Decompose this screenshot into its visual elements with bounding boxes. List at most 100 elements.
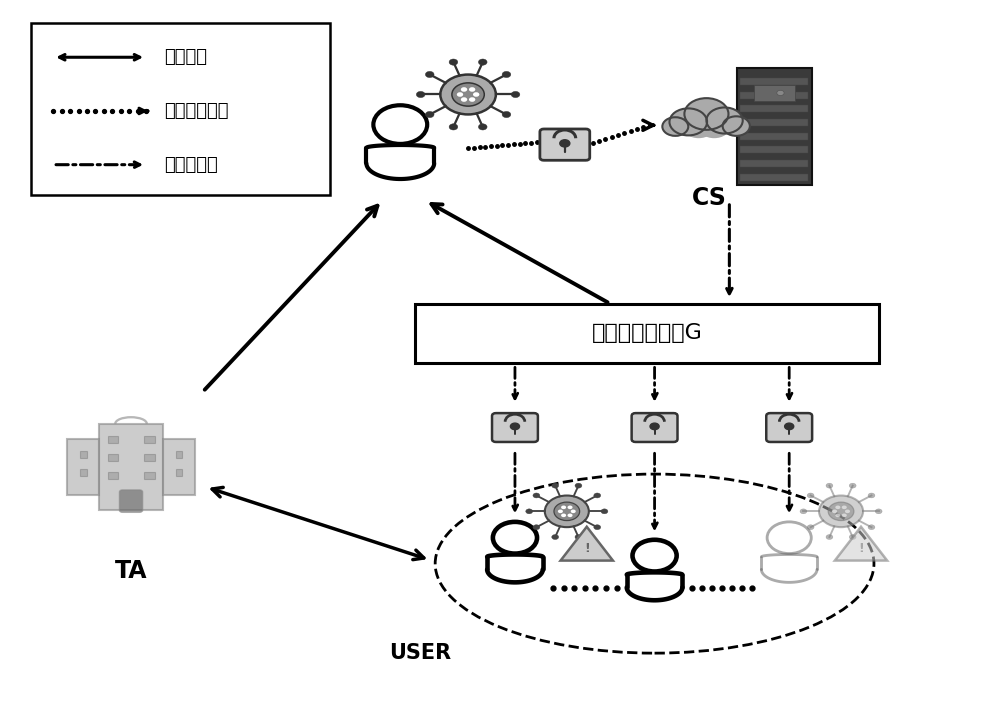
Circle shape	[461, 97, 467, 102]
Circle shape	[662, 117, 688, 136]
FancyBboxPatch shape	[176, 451, 182, 458]
Circle shape	[502, 111, 511, 118]
FancyBboxPatch shape	[163, 439, 195, 495]
Circle shape	[669, 109, 707, 135]
Circle shape	[842, 513, 847, 517]
Circle shape	[875, 509, 882, 514]
FancyBboxPatch shape	[176, 470, 182, 476]
Circle shape	[845, 510, 850, 513]
Circle shape	[568, 513, 573, 517]
FancyBboxPatch shape	[492, 413, 538, 442]
FancyBboxPatch shape	[144, 436, 155, 443]
FancyBboxPatch shape	[415, 303, 879, 363]
Circle shape	[571, 510, 576, 513]
Circle shape	[706, 107, 743, 134]
Circle shape	[826, 534, 833, 539]
Circle shape	[849, 483, 856, 488]
Circle shape	[554, 502, 580, 521]
FancyBboxPatch shape	[144, 472, 155, 479]
FancyBboxPatch shape	[144, 454, 155, 461]
Circle shape	[469, 87, 475, 92]
Text: 参数分配: 参数分配	[164, 48, 207, 66]
Circle shape	[449, 124, 458, 130]
Circle shape	[868, 525, 875, 530]
Circle shape	[478, 124, 487, 130]
Circle shape	[552, 483, 559, 488]
Circle shape	[594, 493, 601, 498]
Circle shape	[807, 525, 814, 530]
Circle shape	[545, 495, 589, 527]
FancyBboxPatch shape	[99, 423, 163, 510]
Text: CS: CS	[692, 186, 727, 211]
FancyBboxPatch shape	[766, 413, 812, 442]
FancyBboxPatch shape	[80, 470, 87, 476]
FancyBboxPatch shape	[67, 439, 99, 495]
Text: 社会活动网络图G: 社会活动网络图G	[592, 324, 703, 344]
FancyBboxPatch shape	[80, 451, 87, 458]
Text: TA: TA	[115, 559, 147, 583]
Circle shape	[502, 71, 511, 78]
Circle shape	[469, 97, 475, 102]
Circle shape	[682, 115, 715, 138]
Circle shape	[552, 534, 559, 539]
FancyBboxPatch shape	[740, 106, 808, 112]
Circle shape	[425, 111, 434, 118]
Circle shape	[826, 483, 833, 488]
FancyBboxPatch shape	[740, 91, 808, 99]
Circle shape	[561, 513, 566, 517]
Text: 位置信息上传: 位置信息上传	[164, 102, 228, 120]
Circle shape	[473, 92, 479, 97]
Circle shape	[723, 116, 750, 136]
FancyBboxPatch shape	[740, 78, 808, 85]
Circle shape	[511, 91, 520, 98]
Circle shape	[800, 509, 807, 514]
Text: USER: USER	[389, 644, 451, 663]
Circle shape	[849, 534, 856, 539]
Circle shape	[785, 423, 794, 430]
Circle shape	[575, 483, 582, 488]
FancyBboxPatch shape	[740, 147, 808, 153]
Circle shape	[526, 509, 533, 514]
Circle shape	[868, 493, 875, 498]
Circle shape	[452, 83, 484, 106]
Circle shape	[684, 99, 728, 130]
Circle shape	[594, 525, 601, 530]
Circle shape	[461, 87, 467, 92]
Text: 接触者搜索: 接触者搜索	[164, 156, 218, 174]
Circle shape	[650, 423, 659, 430]
Circle shape	[416, 91, 425, 98]
FancyBboxPatch shape	[119, 490, 143, 513]
Circle shape	[832, 510, 837, 513]
FancyBboxPatch shape	[632, 413, 678, 442]
FancyBboxPatch shape	[108, 472, 118, 479]
Circle shape	[568, 505, 573, 509]
Circle shape	[777, 91, 784, 96]
FancyBboxPatch shape	[740, 133, 808, 139]
Circle shape	[533, 525, 540, 530]
Circle shape	[425, 71, 434, 78]
Circle shape	[835, 513, 840, 517]
Polygon shape	[561, 527, 613, 561]
Circle shape	[510, 423, 520, 430]
FancyBboxPatch shape	[31, 23, 330, 195]
Circle shape	[561, 505, 566, 509]
FancyBboxPatch shape	[108, 454, 118, 461]
Circle shape	[478, 59, 487, 65]
FancyBboxPatch shape	[108, 436, 118, 443]
FancyBboxPatch shape	[754, 85, 795, 101]
Circle shape	[807, 493, 814, 498]
Circle shape	[558, 510, 563, 513]
Circle shape	[835, 505, 840, 509]
Polygon shape	[835, 527, 887, 561]
Circle shape	[560, 139, 570, 147]
Circle shape	[533, 493, 540, 498]
FancyBboxPatch shape	[740, 174, 808, 181]
Circle shape	[440, 75, 496, 114]
Circle shape	[828, 502, 854, 521]
Text: !: !	[858, 541, 864, 554]
Circle shape	[842, 505, 847, 509]
Circle shape	[449, 59, 458, 65]
FancyBboxPatch shape	[540, 129, 590, 160]
Circle shape	[698, 115, 730, 138]
Circle shape	[601, 509, 608, 514]
